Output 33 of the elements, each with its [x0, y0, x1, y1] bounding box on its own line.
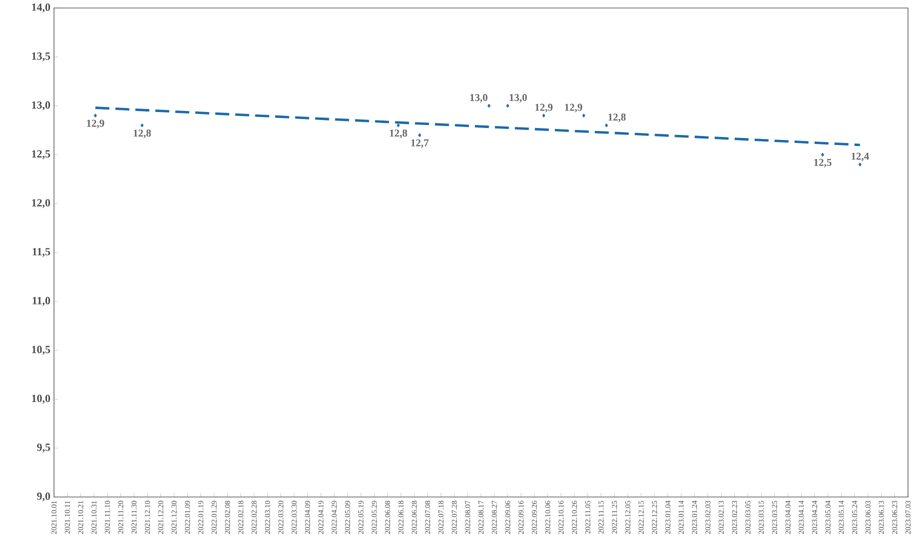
point: [418, 133, 422, 138]
y-tick-label: 9,5: [37, 444, 50, 453]
data-label: 12,4: [852, 152, 869, 162]
data-label: 12,9: [565, 104, 582, 112]
point: [396, 123, 400, 128]
point: [604, 123, 608, 128]
data-label: 12,5: [814, 158, 832, 168]
point: [506, 104, 510, 108]
y-tick-label: 11,0: [32, 296, 50, 306]
y-tick-label: 12,5: [32, 150, 50, 160]
point: [487, 104, 491, 108]
data-label: 12,8: [608, 114, 626, 122]
data-label: 12,9: [535, 104, 553, 112]
data-label: 12,9: [87, 120, 104, 128]
y-tick-label: 14,0: [32, 3, 50, 13]
point: [821, 152, 824, 157]
point: [542, 114, 546, 118]
point: [94, 114, 97, 118]
y-tick-label: 9,0: [37, 492, 50, 502]
data-label: 12,7: [411, 139, 429, 148]
data-label: 12,8: [134, 130, 151, 138]
data-label: 12,8: [390, 130, 408, 138]
data-label: 13,0: [470, 94, 488, 103]
y-tick-label: 10,5: [32, 346, 50, 355]
point: [582, 114, 586, 118]
y-tick-label: 10,0: [32, 394, 50, 404]
point: [140, 123, 144, 128]
data-label: 13,0: [510, 94, 527, 103]
y-tick-label: 12,0: [32, 199, 50, 208]
y-tick-label: 11,5: [32, 248, 50, 257]
y-tick-label: 13,5: [32, 52, 50, 62]
point: [858, 162, 862, 166]
y-tick-label: 13,0: [32, 101, 50, 110]
